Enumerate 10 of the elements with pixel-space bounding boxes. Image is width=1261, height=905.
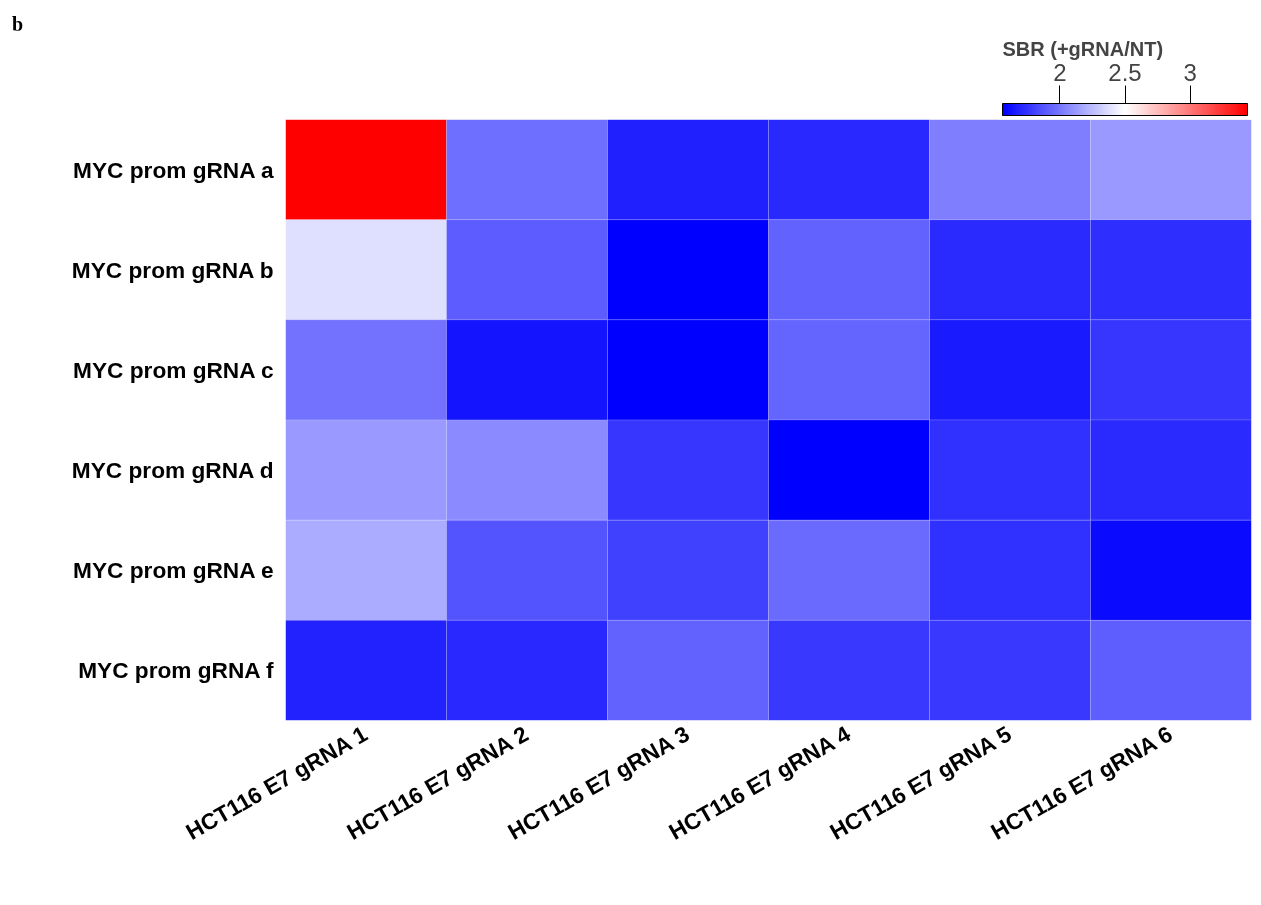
text: b: [12, 13, 24, 35]
color-bar-title: SBR (+gRNA/NT): [1002, 37, 1164, 60]
y-tick-label: MYC prom gRNA b: [71, 256, 274, 283]
y-tick-label: MYC prom gRNA d: [71, 457, 274, 484]
y-tick-label: MYC prom gRNA a: [73, 156, 275, 183]
y-tick-label: MYC prom gRNA e: [73, 557, 274, 584]
y-tick-label: MYC prom gRNA f: [78, 657, 275, 684]
color-bar-label: 3: [1183, 58, 1197, 86]
y-tick-label: MYC prom gRNA c: [73, 356, 274, 383]
color-bar-label: 2.5: [1108, 58, 1142, 86]
